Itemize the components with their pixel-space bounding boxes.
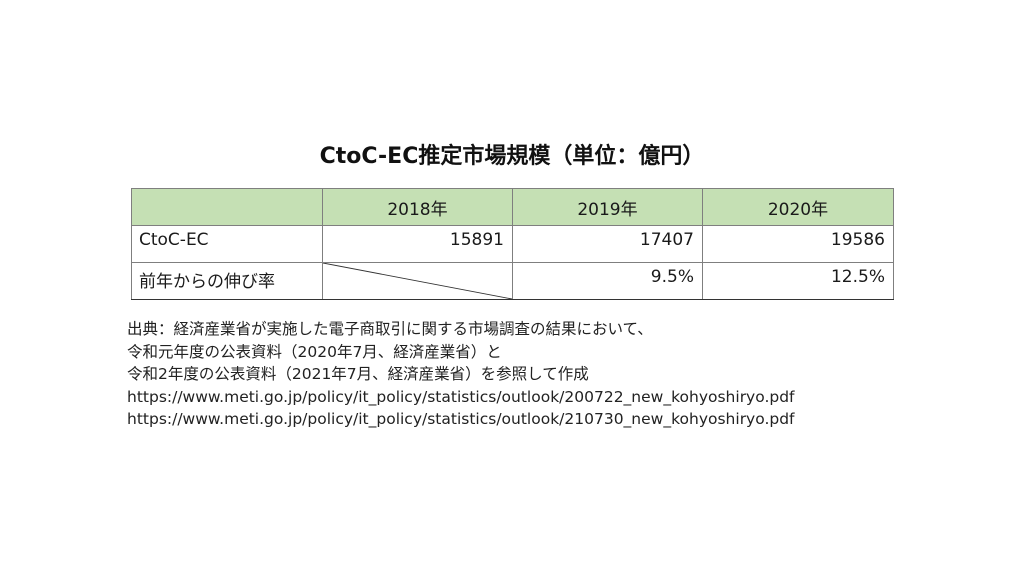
header-cell-2019: 2019年: [512, 188, 703, 226]
source-url-1: https://www.meti.go.jp/policy/it_policy/…: [127, 387, 795, 406]
value-2018: 15891: [322, 225, 513, 263]
table-header-row: 2018年 2019年 2020年: [131, 188, 894, 226]
market-size-table: 2018年 2019年 2020年 CtoC-EC 15891 17407 19…: [131, 188, 894, 300]
header-cell-2018: 2018年: [322, 188, 513, 226]
value-2019: 17407: [512, 225, 703, 263]
header-cell-empty: [131, 188, 323, 226]
source-line-1: 出典：経済産業省が実施した電子商取引に関する市場調査の結果において、: [127, 320, 653, 338]
empty-diagonal-cell: [322, 262, 513, 300]
growth-2020: 12.5%: [702, 262, 894, 300]
diagonal-line-icon: [323, 263, 512, 299]
table-row-growth-rate: 前年からの伸び率 9.5% 12.5%: [131, 262, 894, 300]
source-line-2: 令和元年度の公表資料（2020年7月、経済産業省）と: [127, 342, 502, 361]
growth-2019: 9.5%: [512, 262, 703, 300]
value-2020: 19586: [702, 225, 894, 263]
source-url-2: https://www.meti.go.jp/policy/it_policy/…: [127, 410, 795, 428]
source-line-3: 令和2年度の公表資料（2021年7月、経済産業省）を参照して作成: [127, 365, 589, 383]
row-label-ctoc-ec: CtoC-EC: [131, 225, 323, 263]
page-title: CtoC-EC推定市場規模（単位：億円）: [319, 144, 705, 169]
header-cell-2020: 2020年: [702, 188, 894, 226]
table-row-ctoc-ec: CtoC-EC 15891 17407 19586: [131, 225, 894, 263]
row-label-growth-rate: 前年からの伸び率: [131, 262, 323, 300]
source-note: 出典：経済産業省が実施した電子商取引に関する市場調査の結果において、 令和元年度…: [127, 318, 795, 431]
